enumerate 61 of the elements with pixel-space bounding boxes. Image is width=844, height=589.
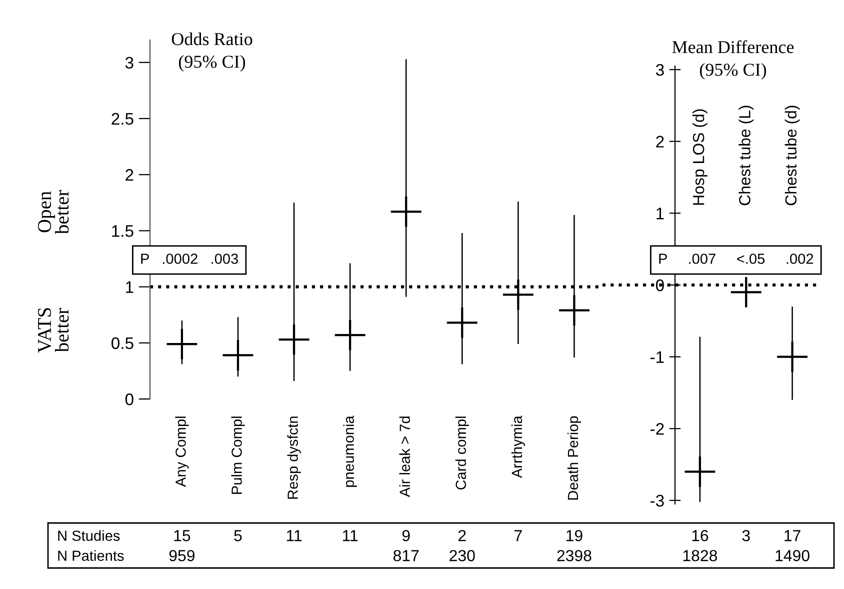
text: 17 bbox=[784, 530, 800, 542]
text: 19 bbox=[566, 530, 582, 542]
point bbox=[730, 276, 762, 308]
x-tick-label: Pulm Compl bbox=[231, 416, 245, 494]
y-tick-label: 2 bbox=[656, 136, 664, 148]
annotation: P .007 <.05 .002 bbox=[659, 254, 814, 264]
text: N Studies bbox=[58, 530, 120, 541]
text: Open better bbox=[38, 190, 69, 234]
text: VATS better bbox=[38, 308, 69, 353]
point bbox=[446, 308, 478, 338]
text: 16 bbox=[692, 530, 708, 542]
point bbox=[559, 295, 590, 326]
y-tick-label: 0.5 bbox=[112, 337, 134, 350]
text: 230 bbox=[450, 550, 475, 562]
y-tick-label: -3 bbox=[650, 494, 664, 507]
point bbox=[278, 324, 310, 355]
text: 817 bbox=[393, 550, 419, 562]
text: 9 bbox=[402, 530, 410, 542]
x-tick-label: Chest tube (d) bbox=[784, 106, 800, 206]
point bbox=[684, 456, 716, 487]
point bbox=[334, 320, 366, 350]
text: 2 bbox=[458, 530, 466, 542]
y-tick-label: -2 bbox=[650, 423, 664, 435]
chart-title: Mean Difference (95% CI) bbox=[672, 40, 794, 80]
text: 3 bbox=[742, 530, 750, 542]
y-tick-label: 1.5 bbox=[112, 225, 134, 237]
text: 959 bbox=[169, 550, 195, 562]
y-tick-label: 2.5 bbox=[112, 112, 134, 125]
point bbox=[222, 340, 254, 370]
y-tick-label: 0 bbox=[125, 393, 134, 406]
y-tick-label: 3 bbox=[656, 64, 664, 76]
x-tick-label: Card compl bbox=[455, 416, 469, 490]
text: 5 bbox=[234, 530, 242, 542]
text: 2398 bbox=[557, 550, 592, 562]
point bbox=[166, 328, 198, 360]
text: 11 bbox=[286, 530, 302, 542]
point bbox=[777, 342, 808, 372]
y-tick-label: 0 bbox=[656, 279, 664, 292]
annotation: P .0002 .003 bbox=[141, 254, 238, 264]
y-tick-label: 1 bbox=[656, 208, 664, 220]
x-tick-label: Resp dysfctn bbox=[287, 416, 301, 499]
x-tick-label: Any Compl bbox=[175, 416, 189, 487]
text: 7 bbox=[514, 530, 522, 542]
y-tick-label: -1 bbox=[650, 351, 664, 363]
x-tick-label: pneumonia bbox=[343, 416, 357, 487]
x-tick-label: Air leak > 7d bbox=[399, 416, 410, 498]
point bbox=[502, 279, 534, 310]
x-tick-label: Death Periop bbox=[567, 416, 582, 500]
text: 1828 bbox=[683, 550, 718, 562]
x-tick-label: Arrthymia bbox=[511, 416, 525, 478]
text: N Patients bbox=[58, 550, 124, 561]
text: 15 bbox=[174, 530, 190, 542]
y-tick-label: 2 bbox=[126, 169, 134, 181]
x-tick-label: Hosp LOS (d) bbox=[692, 109, 708, 205]
text: 11 bbox=[342, 530, 358, 542]
chart-title: Odds Ratio (95% CI) bbox=[172, 32, 252, 72]
y-tick-label: 1 bbox=[126, 281, 134, 293]
text: 1490 bbox=[776, 550, 810, 562]
point bbox=[390, 196, 422, 227]
y-tick-label: 3 bbox=[125, 56, 134, 69]
x-tick-label: Chest tube (L) bbox=[738, 106, 754, 206]
